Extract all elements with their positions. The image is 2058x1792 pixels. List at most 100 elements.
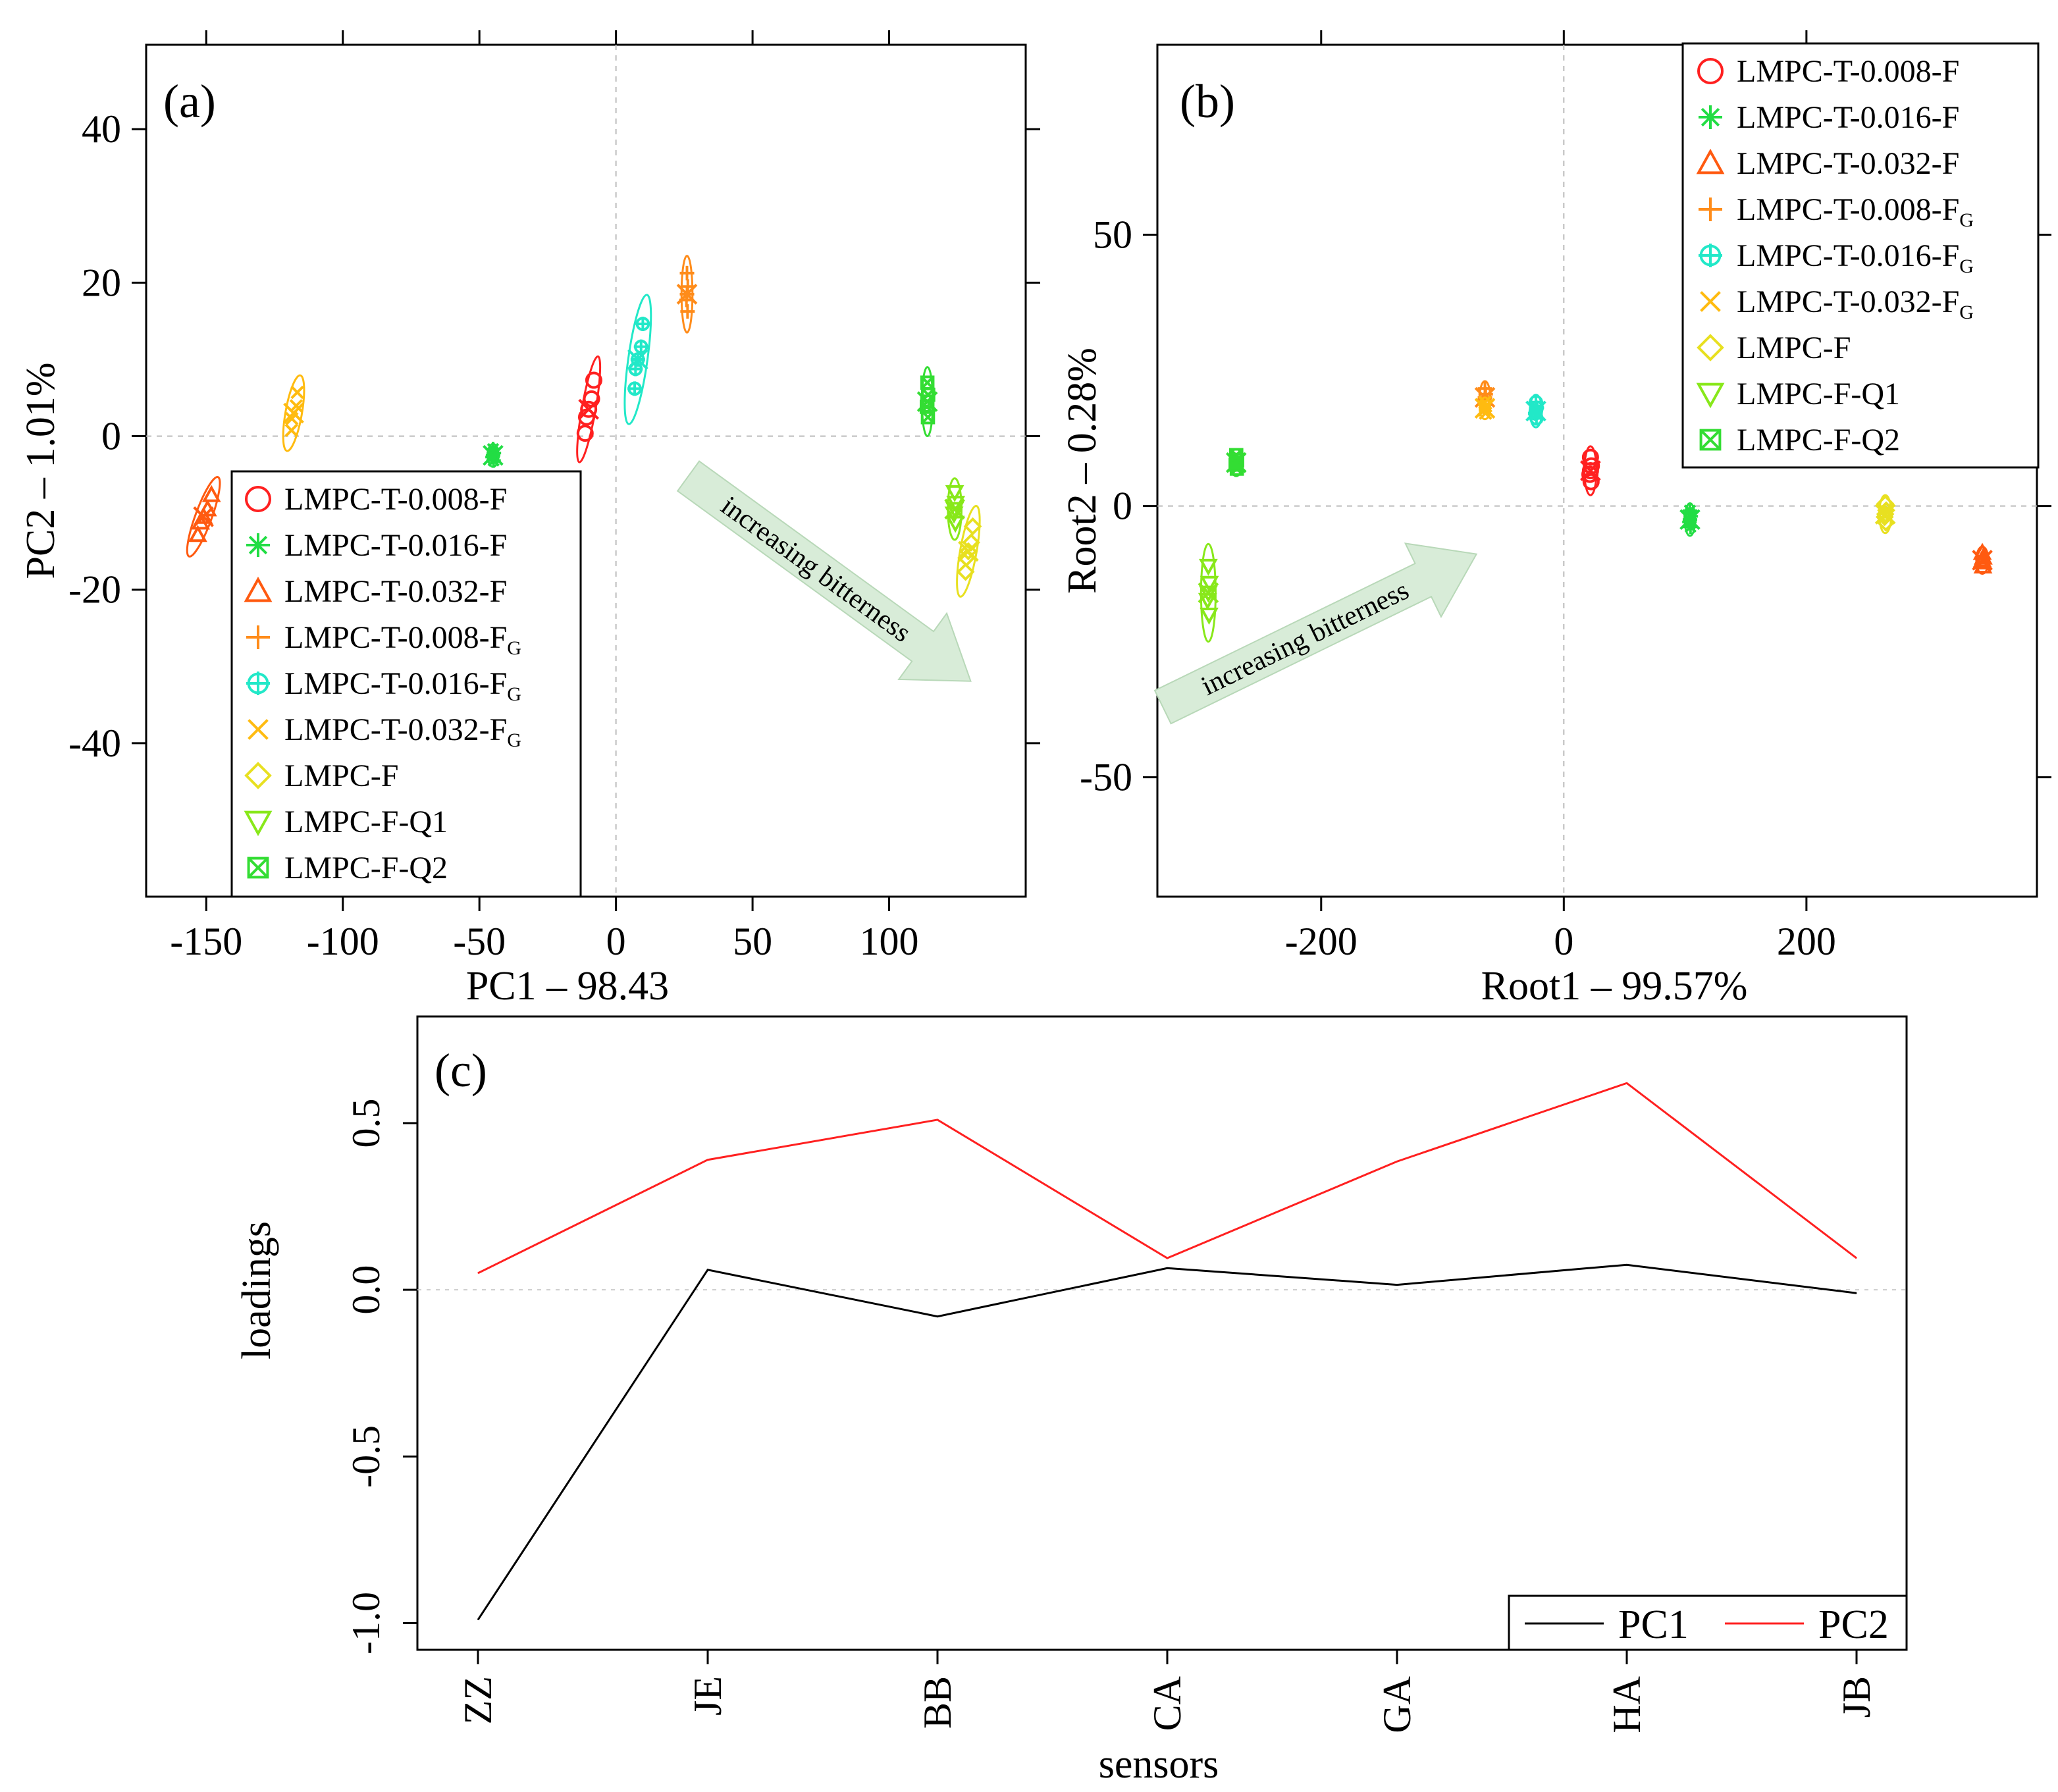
data-point: [576, 425, 594, 442]
legend-item: LMPC-F-Q1: [244, 804, 448, 839]
legend-label: LMPC-T-0.008-F: [284, 482, 507, 517]
legend-item: LMPC-T-0.016-FG: [246, 666, 521, 705]
legend-label: LMPC-F-Q1: [284, 804, 448, 839]
data-point: [635, 316, 650, 331]
legend-marker: [1699, 244, 1722, 267]
b-ytick-label: -50: [1080, 756, 1132, 799]
group-lmpc-f-q2: [916, 366, 938, 438]
group-lmpc-t-0-016-f: [1679, 502, 1701, 537]
panel-b-discriminant-scores: (b) -200 0 200 -50 0 50 Root1 – 99.57% Root2 …: [1060, 30, 2051, 1009]
legend-item: LMPC-T-0.016-F: [1699, 100, 1959, 135]
legend-marker: [244, 762, 272, 789]
panel-c-label: (c): [435, 1044, 487, 1097]
data-point: [627, 381, 643, 396]
legend-subscript: G: [507, 729, 521, 751]
group-lmpc-f: [1874, 494, 1896, 535]
a-ytick-label: -20: [68, 568, 121, 612]
legend-marker: [1696, 382, 1725, 409]
data-point: [1200, 608, 1219, 625]
data-point: [585, 371, 602, 389]
group-centroid: [676, 284, 698, 305]
c-ytick-label: -1.0: [344, 1592, 388, 1654]
group-lmpc-t-0-008-f: [576, 355, 602, 463]
legend-label: LMPC-T-0.016-FG: [284, 666, 521, 705]
legend-subscript: G: [1959, 209, 1974, 231]
confidence-ellipse: [623, 294, 652, 425]
c-xtick-label: JB: [1835, 1676, 1878, 1718]
group-lmpc-f-q1: [944, 477, 966, 541]
legend-marker: [247, 856, 269, 879]
group-centroid: [578, 398, 599, 420]
group-centroid: [1198, 582, 1219, 604]
b-xtick-label: 200: [1777, 920, 1836, 963]
data-point: [920, 409, 936, 425]
legend-item: LMPC-T-0.032-F: [244, 574, 507, 609]
legend-label: LMPC-T-0.008-FG: [284, 620, 521, 659]
group-centroid: [1525, 400, 1546, 422]
data-point: [1582, 473, 1600, 490]
panel-b-x-axis-label: Root1 – 99.57%: [1481, 964, 1748, 1009]
legend-label: LMPC-F-Q2: [1737, 423, 1900, 458]
legend-marker: [246, 625, 270, 649]
a-xtick-label: 100: [860, 920, 919, 963]
legend-label: LMPC-T-0.032-F: [1737, 146, 1959, 181]
group-centroid: [1679, 509, 1701, 530]
data-point: [289, 399, 303, 413]
legend-label: LMPC-T-0.016-F: [284, 528, 507, 563]
b-ytick-label: 0: [1113, 485, 1132, 528]
b-xtick-label: -200: [1285, 920, 1358, 963]
panel-b-legend: LMPC-T-0.008-F LMPC-T-0.016-F LMPC-T-0.032…: [1681, 42, 2040, 469]
group-lmpc-t-0-008-f: [1580, 445, 1601, 496]
c-xtick-label: CA: [1146, 1676, 1189, 1731]
b-xtick-label: 0: [1554, 920, 1573, 963]
panel-b-label: (b): [1180, 75, 1235, 128]
panel-c-x-axis-label: sensors: [1099, 1742, 1219, 1787]
legend-pc1-label: PC1: [1618, 1602, 1689, 1647]
legend-item: LMPC-T-0.032-FG: [1700, 284, 1974, 323]
group-lmpc-f-q2: [1225, 448, 1247, 477]
legend-label: LMPC-T-0.016-F: [1737, 100, 1959, 135]
panel-a-pca-scores: (a) -150 -100 -50 0 50 100 -40 -20 0 20 40 PC1 – 9…: [18, 30, 1040, 1009]
a-xtick-label: 50: [733, 920, 772, 963]
confidence-ellipse: [1200, 542, 1217, 643]
legend-item: LMPC-T-0.032-F: [1696, 146, 1959, 181]
legend-label: LMPC-F: [1737, 330, 1851, 365]
a-ytick-label: -40: [68, 722, 121, 765]
data-point: [945, 485, 964, 502]
group-centroid: [283, 402, 304, 424]
group-centroid: [1580, 460, 1601, 481]
data-point: [945, 502, 964, 519]
panel-c-legend: PC1 PC2: [1508, 1594, 1908, 1651]
legend-marker: [1697, 58, 1724, 84]
confidence-ellipse: [956, 504, 981, 598]
series-point-pc2: [1396, 1161, 1398, 1162]
legend-label: LMPC-T-0.016-FG: [1737, 238, 1974, 277]
group-lmpc-f: [956, 504, 982, 598]
group-centroid: [627, 349, 648, 370]
legend-marker: [245, 486, 271, 512]
c-xtick-label: ZZ: [456, 1676, 500, 1724]
legend-label: LMPC-T-0.008-F: [1737, 54, 1959, 89]
c-xtick-label: BB: [916, 1676, 959, 1729]
data-point: [1876, 505, 1895, 523]
group-lmpc-t-0-016-fg: [1525, 394, 1546, 429]
data-point: [956, 562, 975, 581]
data-point: [633, 339, 648, 354]
series-point-pc1: [1167, 1267, 1168, 1269]
legend-item: LMPC-T-0.008-FG: [1699, 192, 1974, 231]
legend-item: LMPC-T-0.016-FG: [1699, 238, 1974, 277]
panel-a-y-axis-label: PC2 – 1.01%: [18, 363, 63, 579]
group-centroid: [1874, 504, 1896, 525]
legend-subscript: G: [507, 683, 521, 705]
legend-marker: [1699, 198, 1722, 221]
legend-label: LMPC-F-Q1: [1737, 377, 1900, 411]
legend-item: LMPC-T-0.032-FG: [248, 712, 521, 751]
group-centroid: [1225, 452, 1247, 473]
a-ytick-label: 0: [101, 415, 121, 458]
data-point: [1581, 462, 1599, 479]
data-point: [1200, 575, 1219, 593]
legend-item: LMPC-T-0.008-FG: [246, 620, 521, 659]
legend-label: LMPC-F-Q2: [284, 851, 448, 885]
panel-a-x-axis-label: PC1 – 98.43: [466, 964, 669, 1009]
